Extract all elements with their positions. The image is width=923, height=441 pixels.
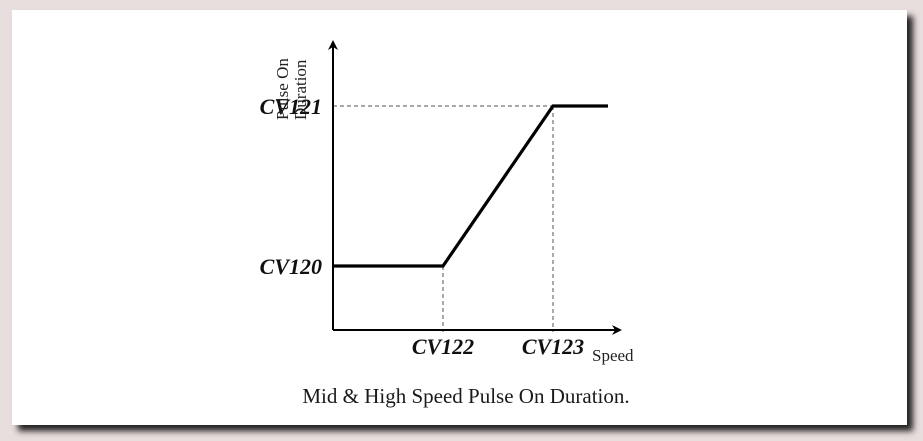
y-tick-label-cv121: CV121 — [260, 94, 322, 119]
y-axis-label: Pulse On Duration — [273, 58, 310, 120]
guide-lines — [333, 105, 554, 332]
figure-caption: Mid & High Speed Pulse On Duration. — [302, 384, 629, 408]
x-tick-label-cv123: CV123 — [522, 334, 584, 359]
y-tick-labels: CV120 CV121 — [260, 94, 322, 279]
x-tick-label-cv122: CV122 — [412, 334, 474, 359]
series-line — [333, 104, 608, 268]
y-axis-label-line-2: Duration — [291, 59, 310, 120]
y-tick-label-cv120: CV120 — [260, 254, 322, 279]
figure-card — [12, 10, 907, 425]
y-axis-label-line-1: Pulse On — [273, 58, 292, 120]
x-tick-labels: CV122 CV123 — [412, 334, 584, 359]
x-axis-label: Speed — [592, 346, 634, 365]
